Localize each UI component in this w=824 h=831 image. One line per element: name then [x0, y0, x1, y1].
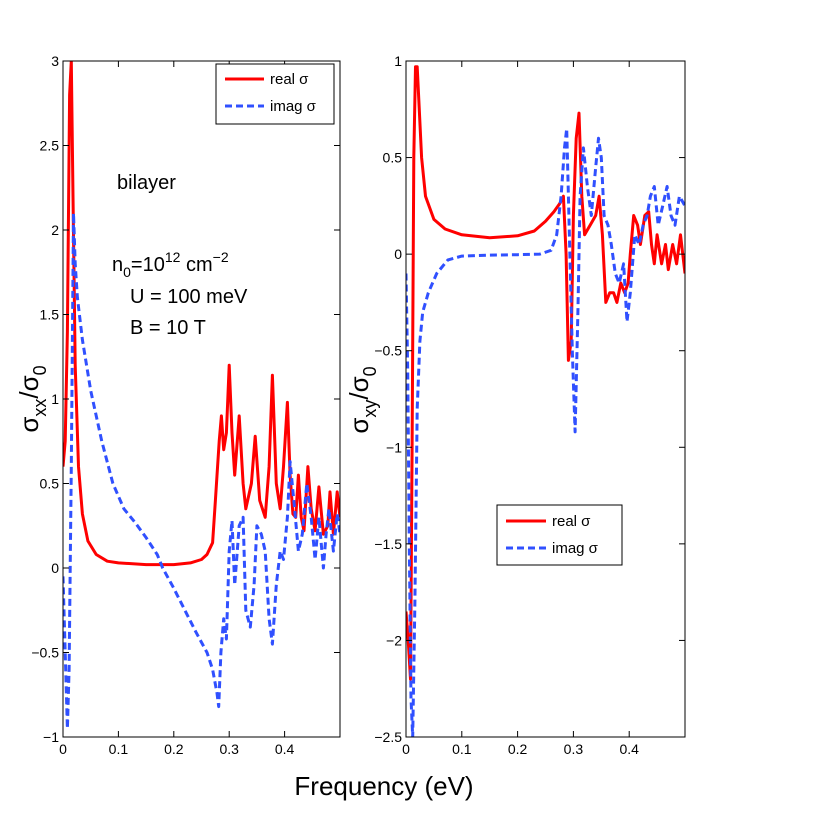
- series-right-real: [406, 65, 685, 681]
- legend-left-imag-label: imag σ: [270, 98, 317, 115]
- x-axis-label: Frequency (eV): [294, 771, 473, 801]
- ytick-label-left: 2.5: [40, 138, 60, 154]
- ytick-label-left: 1: [51, 391, 59, 407]
- annotation-density: n0=1012 cm−2: [112, 249, 229, 280]
- ytick-label-right: −2: [386, 632, 402, 648]
- curves-right: [406, 65, 685, 737]
- ylabel-right-sub2: 0: [360, 366, 380, 376]
- ytick-label-left: −0.5: [31, 645, 59, 661]
- ylabel-left-slash: /σ: [14, 375, 44, 398]
- ytick-label-left: 2: [51, 222, 59, 238]
- ytick-label-right: 0: [394, 246, 402, 262]
- ytick-label-left: 1.5: [40, 307, 60, 323]
- plot-area-right: [406, 61, 685, 737]
- ytick-label-left: 0: [51, 560, 59, 576]
- ytick-label-right: −2.5: [374, 729, 402, 745]
- legend-left-real-label: real σ: [270, 71, 309, 88]
- ytick-label-right: −1.5: [374, 536, 402, 552]
- xtick-label-right: 0.1: [452, 741, 472, 757]
- xtick-label-left: 0.3: [219, 741, 239, 757]
- xtick-label-right: 0.4: [619, 741, 639, 757]
- ylabel-right-main: σ: [344, 418, 374, 434]
- xtick-label-left: 0.4: [275, 741, 295, 757]
- xtick-label-right: 0.3: [564, 741, 584, 757]
- density-unit-exp: −2: [213, 249, 229, 265]
- xtick-label-left: 0: [59, 741, 67, 757]
- xtick-label-right: 0.2: [508, 741, 528, 757]
- legend-right-real-label: real σ: [552, 513, 591, 530]
- sigma-xx-panel: 0 0.1 0.2 0.3 0.4 −1 −0.5 0 0.5 1 1.5 2 2.5 3 σxx/σ0 …: [14, 53, 341, 757]
- y-axis-label-left: σxx/σ0: [14, 365, 50, 432]
- ylabel-left-sub2: 0: [30, 365, 50, 375]
- legend-right: real σ imag σ: [496, 504, 623, 566]
- ticks-left: 0 0.1 0.2 0.3 0.4 −1 −0.5 0 0.5 1 1.5 2 2.5 3: [31, 53, 340, 757]
- ylabel-left-main: σ: [14, 417, 44, 433]
- ytick-label-right: −1: [386, 439, 402, 455]
- curves-left: [63, 61, 340, 731]
- ytick-label-left: 0.5: [40, 476, 60, 492]
- ticks-right: 0 0.1 0.2 0.3 0.4 −2.5 −2 −1.5 −1 −0.5 0 0.5 1: [374, 53, 685, 757]
- ytick-label-right: 1: [394, 53, 402, 69]
- ylabel-right-sub1: xy: [360, 400, 380, 418]
- ylabel-left-sub1: xx: [30, 399, 50, 417]
- legend-left-box: [215, 63, 335, 125]
- xtick-label-left: 0.1: [109, 741, 129, 757]
- series-left-imag: [63, 211, 340, 731]
- legend-right-box: [496, 504, 623, 566]
- density-exp: 12: [165, 249, 181, 265]
- density-main: n: [112, 254, 123, 276]
- y-axis-label-right: σxy/σ0: [344, 366, 380, 433]
- xtick-label-left: 0.2: [164, 741, 184, 757]
- series-right-imag: [406, 127, 685, 737]
- density-eq: =10: [131, 254, 165, 276]
- legend-left: real σ imag σ: [215, 63, 335, 125]
- series-left-real: [63, 61, 340, 567]
- legend-right-imag-label: imag σ: [552, 540, 599, 557]
- annotation-potential: U = 100 meV: [130, 286, 248, 308]
- density-sub: 0: [123, 264, 131, 280]
- sigma-xy-panel: 0 0.1 0.2 0.3 0.4 −2.5 −2 −1.5 −1 −0.5 0 0.5 1 σxy/σ…: [344, 53, 686, 757]
- axes-box-right: [405, 60, 686, 738]
- ytick-label-left: 3: [51, 53, 59, 69]
- plot-area-left: [63, 61, 340, 737]
- ytick-label-right: 0.5: [383, 150, 403, 166]
- axes-box-left: [62, 60, 341, 738]
- xtick-label-right: 0: [402, 741, 410, 757]
- ytick-label-right: −0.5: [374, 343, 402, 359]
- ytick-label-left: −1: [43, 729, 59, 745]
- density-unit: cm: [180, 254, 212, 276]
- annotation-field: B = 10 T: [130, 317, 206, 339]
- ylabel-right-slash: /σ: [344, 376, 374, 399]
- annotation-bilayer: bilayer: [117, 172, 176, 194]
